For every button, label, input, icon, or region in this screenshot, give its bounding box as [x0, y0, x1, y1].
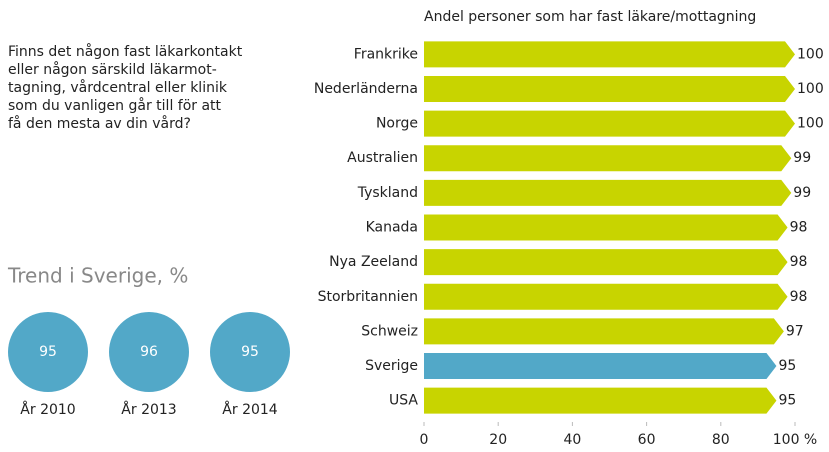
category-label: Nederländerna: [314, 81, 418, 97]
x-tick-label: 0: [420, 432, 429, 448]
bar: [424, 179, 792, 206]
value-label: 100: [797, 46, 824, 62]
question-line: få den mesta av din vård?: [8, 115, 191, 132]
trend-value: 95: [241, 344, 259, 360]
bar: [424, 75, 795, 102]
bar: [424, 353, 777, 380]
value-label: 100: [797, 116, 824, 132]
trend-value: 96: [140, 344, 158, 360]
value-label: 99: [793, 185, 811, 201]
value-label: 95: [778, 358, 796, 374]
bar: [424, 110, 795, 137]
category-label: Tyskland: [357, 185, 418, 201]
bar: [424, 249, 788, 276]
value-label: 98: [790, 254, 808, 270]
category-label: USA: [389, 393, 418, 409]
category-label: Storbritannien: [318, 289, 418, 305]
category-label: Nya Zeeland: [329, 254, 418, 270]
bar: [424, 283, 788, 310]
x-tick-label: 60: [638, 432, 656, 448]
trend-circle: [8, 312, 88, 392]
category-label: Frankrike: [354, 46, 418, 62]
x-tick-label: 20: [489, 432, 507, 448]
trend-year: År 2014: [222, 401, 278, 418]
question-line: som du vanligen går till för att: [8, 97, 222, 114]
question-line: tagning, vårdcentral eller klinik: [8, 79, 228, 96]
value-label: 98: [790, 289, 808, 305]
bar: [424, 41, 795, 68]
x-tick-label: 100 %: [773, 432, 817, 448]
category-label: Kanada: [366, 220, 418, 236]
value-label: 97: [786, 323, 804, 339]
category-label: Schweiz: [361, 323, 418, 339]
bar: [424, 387, 777, 414]
category-label: Australien: [347, 150, 418, 166]
bar: [424, 318, 784, 345]
trend-circle: [210, 312, 290, 392]
value-label: 99: [793, 150, 811, 166]
trend-year: År 2010: [20, 401, 75, 418]
trend-title: Trend i Sverige, %: [7, 264, 188, 288]
question-line: Finns det någon fast läkarkontakt: [8, 43, 243, 60]
x-tick-label: 40: [563, 432, 581, 448]
value-label: 95: [778, 393, 796, 409]
bar: [424, 214, 788, 241]
bar: [424, 145, 792, 172]
trend-value: 95: [39, 344, 57, 360]
x-tick-label: 80: [712, 432, 730, 448]
category-label: Norge: [376, 116, 418, 132]
value-label: 98: [790, 220, 808, 236]
value-label: 100: [797, 81, 824, 97]
chart-title: Andel personer som har fast läkare/motta…: [424, 9, 756, 25]
category-label: Sverige: [365, 358, 418, 374]
question-line: eller någon särskild läkarmot-: [8, 61, 217, 78]
trend-year: År 2013: [121, 401, 176, 418]
trend-circle: [109, 312, 189, 392]
